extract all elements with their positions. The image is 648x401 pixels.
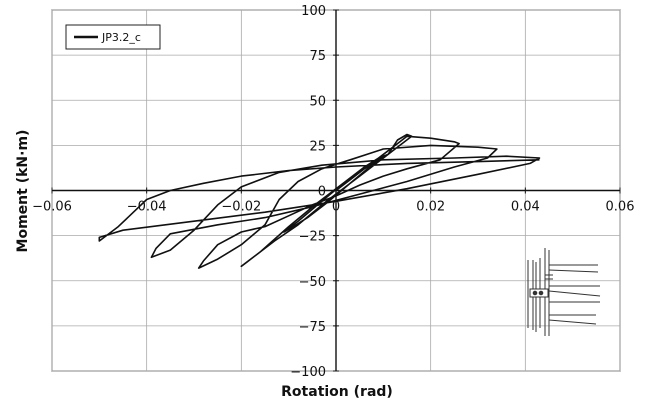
y-tick-label: 25	[309, 139, 326, 154]
x-tick-label: 0	[332, 200, 340, 215]
x-tick-label: −0.04	[127, 200, 167, 215]
y-tick-label: −75	[299, 320, 326, 335]
y-tick-label: 75	[309, 49, 326, 64]
y-tick-label: −100	[290, 365, 326, 380]
x-axis-title: Rotation (rad)	[281, 384, 393, 400]
legend: JP3.2_c	[65, 24, 161, 50]
y-tick-label: 0	[318, 185, 326, 200]
y-tick-label: −25	[299, 230, 326, 245]
x-tick-label: −0.02	[221, 200, 261, 215]
series-layer	[98, 133, 541, 269]
y-tick-label: 50	[309, 94, 326, 109]
series-line-jp3-2-c	[98, 133, 541, 269]
y-tick-label: 100	[301, 4, 326, 19]
x-tick-label: 0.04	[511, 200, 540, 215]
x-tick-label: −0.06	[32, 200, 72, 215]
legend-entry: JP3.2_c	[101, 31, 141, 44]
y-axis-title: Moment (kN·m)	[15, 130, 31, 253]
x-tick-label: 0.06	[606, 200, 635, 215]
y-tick-label: −50	[299, 275, 326, 290]
connection-detail-sketch	[527, 248, 601, 336]
axes: −0.06 −0.04 −0.02 0 0.02 0.04 0.06 −100 −75 −50 −2…	[32, 4, 634, 380]
x-tick-label: 0.02	[416, 200, 445, 215]
